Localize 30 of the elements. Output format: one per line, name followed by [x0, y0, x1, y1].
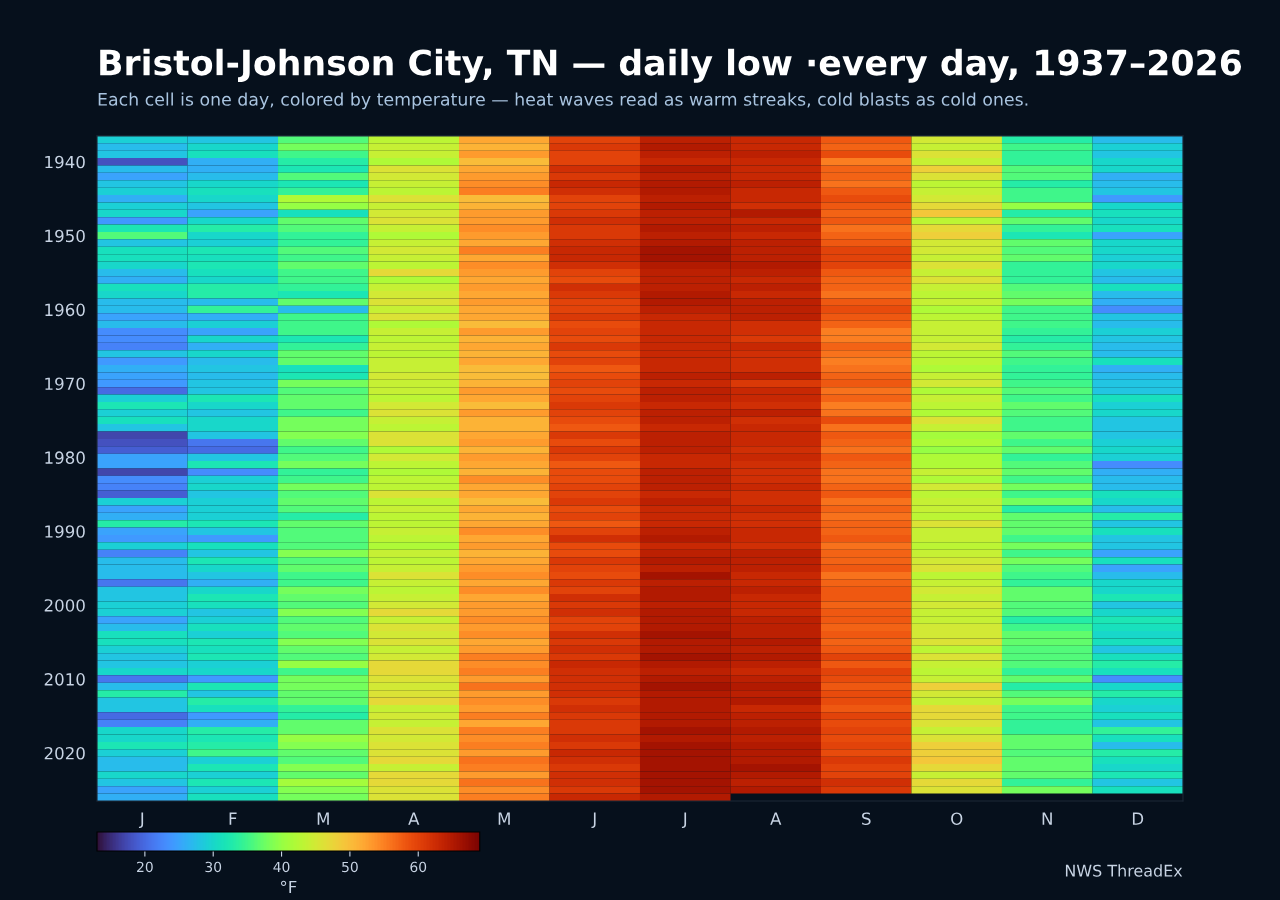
x-tick-label: M	[498, 812, 510, 825]
y-tick-label: 1990	[45, 525, 85, 538]
chart-title: Bristol-Johnson City, TN — daily low ·every day, 1937–2026	[100, 48, 1242, 83]
color-bar-label: 40	[273, 861, 290, 873]
y-tick-label: 1950	[45, 229, 85, 243]
color-bar-title: °F	[281, 880, 297, 894]
color-bar-label: 30	[205, 861, 222, 873]
text: NWS ThreadEx	[1065, 864, 1183, 877]
y-tick-label: 2020	[44, 746, 85, 760]
x-tick-label: A	[770, 812, 782, 825]
x-tick-label: J	[138, 812, 144, 829]
y-tick-label: 2010	[44, 673, 85, 686]
y-tick-label: 1980	[45, 451, 85, 464]
x-tick-label: A	[408, 812, 420, 825]
x-tick-label: J	[591, 812, 596, 829]
y-tick-label: 1940	[45, 155, 85, 169]
y-tick-label: 1960	[45, 303, 85, 317]
color-bar-label: 50	[342, 861, 358, 873]
x-tick-label: M	[317, 812, 329, 825]
x-tick-label: F	[229, 812, 237, 825]
x-tick-label: J	[681, 812, 687, 829]
y-tick-label: 1970	[45, 377, 85, 391]
x-tick-label: S	[862, 812, 871, 826]
chart-subtitle: Each cell is one day, colored by temperature — heat waves read as warm streaks, cold blasts as cold ones.	[98, 92, 1028, 110]
x-tick-label: N	[1042, 812, 1052, 825]
y-tick-label: 2000	[44, 599, 85, 612]
color-bar-label: 60	[410, 861, 427, 873]
x-tick-label: O	[951, 812, 963, 826]
color-bar-label: 20	[137, 861, 153, 873]
x-tick-label: D	[1132, 812, 1144, 825]
